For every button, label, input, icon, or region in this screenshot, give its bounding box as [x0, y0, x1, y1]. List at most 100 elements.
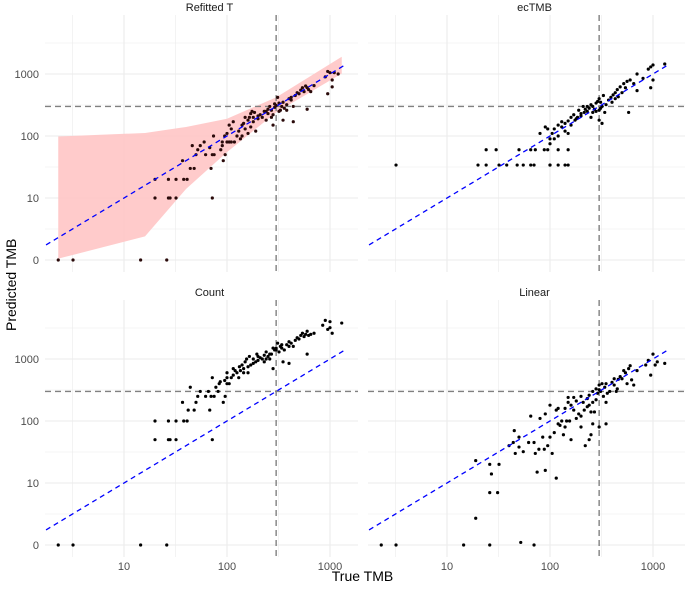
panel-ectmb: ecTMB — [368, 2, 685, 272]
data-point — [596, 99, 600, 104]
data-point — [206, 389, 211, 394]
data-point — [542, 447, 546, 451]
data-point — [264, 350, 268, 354]
x-tick-label: 100 — [218, 561, 236, 573]
data-point — [556, 134, 560, 138]
data-point — [243, 360, 247, 364]
data-point — [577, 108, 581, 112]
y-tick-label: 100 — [21, 416, 39, 428]
data-point — [579, 414, 583, 418]
data-point — [240, 134, 244, 138]
data-point — [185, 177, 189, 181]
data-point — [266, 354, 270, 359]
data-point — [188, 385, 192, 389]
data-point — [556, 123, 560, 127]
data-point — [291, 104, 295, 109]
data-point — [328, 71, 332, 75]
data-point — [604, 400, 608, 404]
data-point — [212, 153, 216, 157]
data-point — [529, 414, 533, 418]
data-point — [182, 177, 186, 181]
data-point — [560, 419, 564, 423]
data-point — [597, 383, 601, 387]
data-point — [180, 400, 185, 404]
x-tick-label: 1000 — [641, 561, 665, 573]
data-point — [537, 447, 541, 451]
data-point — [245, 357, 249, 361]
reference-line — [368, 349, 669, 531]
y-tick-label: 100 — [21, 131, 39, 143]
data-point — [285, 108, 289, 112]
data-point — [558, 423, 562, 427]
data-point — [379, 543, 383, 547]
data-point — [210, 196, 214, 200]
data-point — [312, 331, 316, 335]
data-point — [232, 140, 237, 144]
data-point — [644, 363, 648, 367]
data-point — [569, 403, 573, 407]
data-point — [579, 394, 583, 398]
data-point — [251, 115, 255, 119]
data-point — [630, 378, 634, 382]
data-point — [597, 425, 601, 429]
data-point — [625, 79, 629, 83]
data-point — [589, 115, 593, 119]
data-point — [566, 163, 570, 167]
y-tick-label: 10 — [27, 478, 39, 490]
data-point — [548, 142, 552, 146]
data-point — [585, 104, 589, 109]
data-point — [139, 543, 143, 547]
data-point — [622, 368, 626, 373]
data-point — [587, 403, 591, 407]
data-point — [581, 104, 585, 109]
data-point — [246, 371, 250, 375]
data-point — [202, 140, 206, 144]
panel-title: Linear — [519, 287, 550, 299]
data-point — [278, 108, 283, 112]
data-point — [330, 85, 334, 89]
data-point — [591, 400, 595, 404]
data-point — [628, 78, 632, 82]
y-axis-title: Predicted TMB — [3, 238, 19, 331]
data-point — [242, 367, 246, 371]
data-point — [196, 148, 200, 152]
data-point — [574, 416, 578, 421]
data-point — [604, 103, 608, 107]
data-point — [552, 127, 556, 131]
data-point — [238, 137, 243, 141]
data-point — [262, 353, 266, 357]
data-point — [282, 106, 286, 110]
data-point — [153, 196, 157, 200]
data-point — [608, 389, 612, 394]
data-point — [561, 433, 566, 437]
data-point — [566, 131, 570, 136]
data-point — [309, 332, 313, 336]
data-point — [532, 440, 536, 445]
data-point — [289, 95, 293, 99]
data-point — [336, 72, 340, 76]
data-point — [252, 110, 257, 115]
data-point — [194, 400, 198, 404]
data-point — [521, 450, 525, 454]
data-point — [627, 110, 631, 115]
data-point — [497, 163, 501, 167]
data-point — [623, 86, 628, 90]
data-point — [655, 360, 659, 364]
data-point — [231, 373, 235, 377]
data-point — [594, 387, 598, 391]
data-point — [569, 115, 573, 119]
data-point — [247, 354, 252, 359]
data-point — [601, 93, 606, 98]
data-point — [277, 350, 281, 354]
data-point — [556, 163, 560, 167]
data-point — [618, 85, 622, 89]
data-point — [214, 385, 218, 389]
data-point — [573, 118, 577, 122]
panel-title: ecTMB — [517, 2, 552, 14]
data-point — [330, 331, 334, 335]
y-tick-label: 10 — [27, 193, 39, 205]
data-point — [635, 88, 639, 93]
data-point — [546, 148, 550, 152]
data-point — [305, 107, 309, 111]
